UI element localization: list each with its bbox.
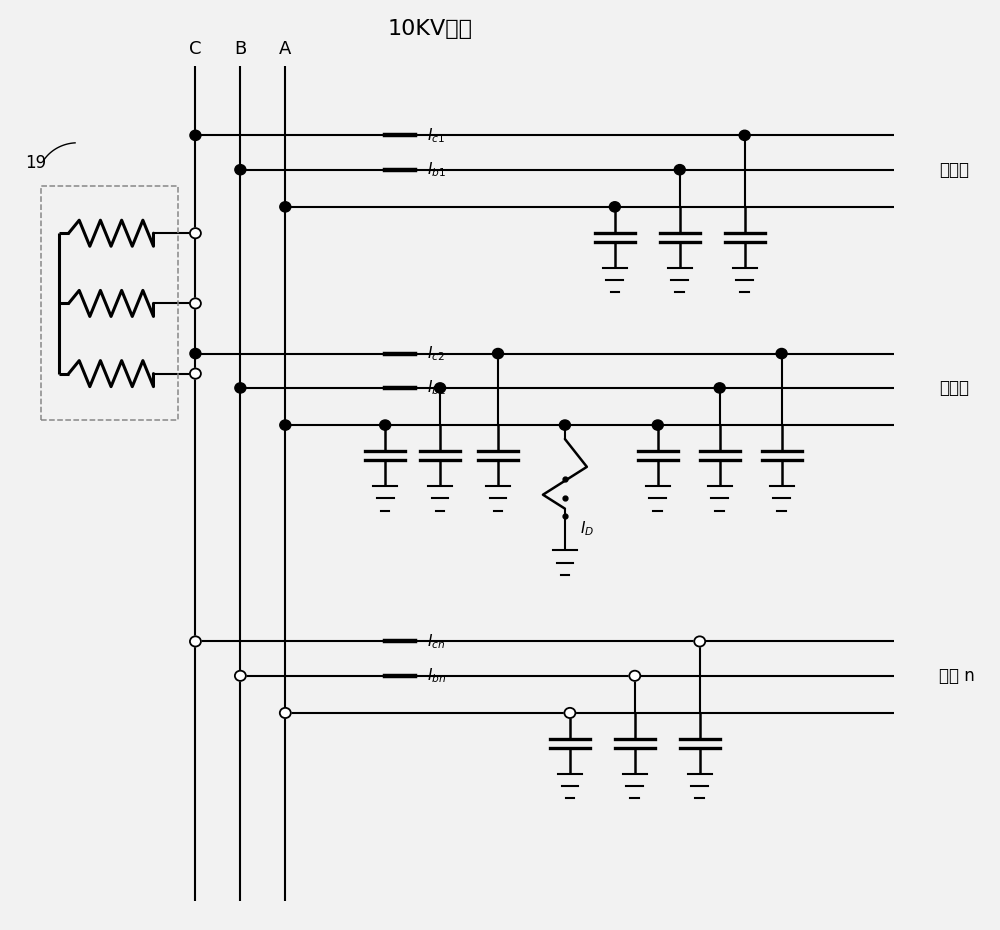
Circle shape xyxy=(280,708,291,718)
Text: $I_D$: $I_D$ xyxy=(580,520,594,538)
Circle shape xyxy=(776,349,787,359)
Circle shape xyxy=(190,636,201,646)
Circle shape xyxy=(280,420,291,431)
Text: $I_{b1}$: $I_{b1}$ xyxy=(427,160,446,179)
Text: 线路 n: 线路 n xyxy=(939,667,975,684)
Text: $I_{b2}$: $I_{b2}$ xyxy=(427,379,446,397)
Text: 10KV母线: 10KV母线 xyxy=(388,19,473,38)
Circle shape xyxy=(652,420,663,431)
Circle shape xyxy=(190,368,201,379)
Circle shape xyxy=(380,420,391,431)
Circle shape xyxy=(739,130,750,140)
Text: 线路二: 线路二 xyxy=(939,379,969,397)
Circle shape xyxy=(714,383,725,393)
Circle shape xyxy=(694,636,705,646)
Circle shape xyxy=(190,228,201,238)
Circle shape xyxy=(559,420,570,431)
Bar xyxy=(41,186,178,420)
Text: B: B xyxy=(234,40,246,59)
Circle shape xyxy=(435,383,446,393)
Circle shape xyxy=(190,299,201,309)
Text: $I_{c2}$: $I_{c2}$ xyxy=(427,344,445,363)
Circle shape xyxy=(235,165,246,175)
Text: $I_{c1}$: $I_{c1}$ xyxy=(427,126,445,145)
Circle shape xyxy=(235,383,246,393)
Text: A: A xyxy=(279,40,291,59)
Circle shape xyxy=(280,202,291,212)
Text: $I_{cn}$: $I_{cn}$ xyxy=(427,632,445,651)
Text: C: C xyxy=(189,40,202,59)
Circle shape xyxy=(629,671,640,681)
Text: $I_{bn}$: $I_{bn}$ xyxy=(427,667,446,685)
Circle shape xyxy=(190,130,201,140)
Circle shape xyxy=(564,708,575,718)
Circle shape xyxy=(190,349,201,359)
Circle shape xyxy=(674,165,685,175)
Text: 线路一: 线路一 xyxy=(939,161,969,179)
Circle shape xyxy=(609,202,620,212)
Circle shape xyxy=(493,349,503,359)
Text: 19: 19 xyxy=(25,154,46,172)
Circle shape xyxy=(235,671,246,681)
